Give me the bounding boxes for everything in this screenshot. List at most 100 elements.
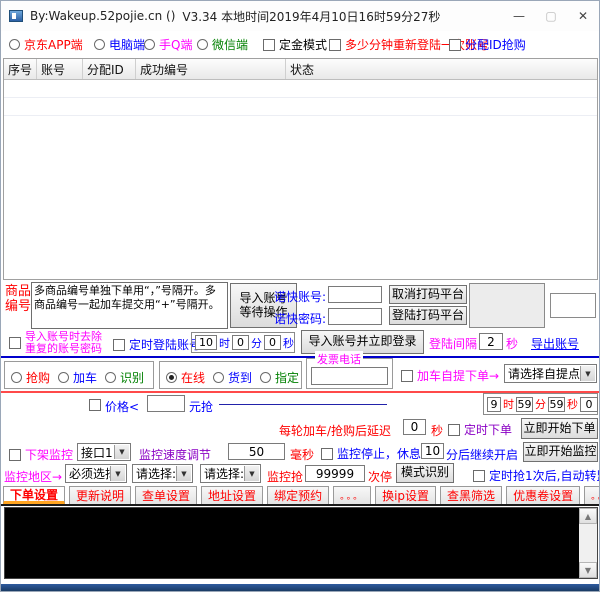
invoice-phone-input[interactable] (311, 367, 388, 385)
radio-cart[interactable]: 加车 (58, 369, 97, 386)
tab-order-settings[interactable]: 下单设置 (3, 486, 66, 504)
start-order-button[interactable]: 立即开始下单 (521, 418, 598, 439)
red-divider (1, 391, 599, 393)
region-select-3[interactable]: 请选择: ▼ (200, 464, 261, 483)
radio-mobile-qq[interactable]: 手Q端 (144, 36, 192, 53)
login-interval-label: 登陆间隔 (429, 337, 478, 351)
radio-wechat[interactable]: 微信端 (197, 36, 248, 53)
captcha-password-field[interactable] (328, 308, 382, 325)
monitor-count-label: 监控抢 (267, 470, 304, 484)
monitor-count-field (305, 465, 365, 482)
cancel-captcha-button[interactable]: 取消打码平台 (389, 285, 467, 304)
tab-change-ip[interactable]: 换ip设置 (375, 486, 437, 504)
mode-recognize-button[interactable]: 模式识别 (396, 463, 454, 483)
checkbox-auto-to-monitor[interactable]: 定时抢1次后,自动转监控 (473, 467, 599, 484)
captcha-account-field[interactable] (328, 286, 382, 303)
checkbox-offshelf-monitor[interactable]: 下架监控 (9, 446, 73, 463)
login-second-input[interactable] (264, 335, 281, 350)
captcha-image-box (469, 283, 545, 328)
radio-circle[interactable] (9, 39, 20, 50)
radio-online[interactable]: 在线 (166, 369, 205, 386)
chevron-down-icon[interactable]: ▼ (114, 445, 129, 459)
checkbox-cart-pickup[interactable]: 加车自提下单→ (401, 367, 499, 384)
tab-address-settings[interactable]: 地址设置 (201, 486, 264, 504)
blue-divider (1, 356, 599, 358)
monitor-count-input[interactable] (305, 465, 365, 482)
snap-hour-input[interactable] (487, 396, 501, 412)
window-title: By:Wakeup.52pojie.cn () (30, 9, 176, 23)
scroll-up-icon[interactable]: ▲ (579, 508, 597, 524)
region-select-2[interactable]: 请选择: ▼ (132, 464, 193, 483)
tab-dots-1[interactable]: 。。。 (333, 486, 372, 504)
radio-circle[interactable] (144, 39, 155, 50)
pause-minutes-field (421, 443, 444, 459)
column-header-assign-id[interactable]: 分配ID (83, 59, 136, 79)
checkbox-assign-id[interactable]: 分配ID抢购 (449, 36, 526, 53)
tab-blacklist-filter[interactable]: 查黑筛选 (440, 486, 503, 504)
column-header-status[interactable]: 状态 (290, 62, 315, 77)
radio-circle[interactable] (197, 39, 208, 50)
login-hour-input[interactable] (195, 335, 217, 350)
checkbox-box[interactable] (263, 38, 275, 51)
pickup-point-select[interactable]: 请选择自提点 ▼ (504, 364, 597, 383)
radio-appoint[interactable]: 指定 (260, 369, 299, 386)
tab-coupon-settings[interactable]: 优惠卷设置 (506, 486, 581, 504)
checkbox-price-limit[interactable] (89, 399, 101, 414)
checkbox-dedup[interactable] (9, 337, 21, 352)
import-wait-button[interactable]: 导入账号 等待操作 (230, 283, 297, 328)
log-scrollbar[interactable]: ▲ ▼ (579, 508, 597, 578)
chevron-down-icon[interactable]: ▼ (244, 466, 259, 481)
table-row[interactable] (4, 98, 597, 116)
chevron-down-icon[interactable]: ▼ (110, 466, 125, 481)
price-underline (219, 404, 387, 405)
radio-pc[interactable]: 电脑端 (94, 36, 145, 53)
export-accounts-button[interactable]: 导出账号 (531, 337, 580, 351)
snap-minute-input[interactable] (516, 396, 533, 412)
column-header-account[interactable]: 账号 (37, 59, 83, 79)
checkbox-timed-order[interactable]: 定时下单 (448, 421, 512, 438)
app-icon (9, 10, 23, 22)
checkbox-deposit-mode[interactable]: 定金模式 (263, 36, 327, 53)
monitor-speed-input[interactable] (228, 443, 285, 460)
column-header-success-no[interactable]: 成功编号 (136, 59, 286, 79)
checkbox-monitor-pause[interactable]: 监控停止，休息 (321, 445, 421, 462)
captcha-account-input[interactable] (328, 286, 382, 303)
login-captcha-button[interactable]: 登陆打码平台 (389, 306, 467, 325)
captcha-password-label: 诺快密码: (274, 312, 327, 326)
checkbox-timed-login[interactable]: 定时登陆账号→ (113, 336, 211, 353)
radio-cod[interactable]: 货到 (213, 369, 252, 386)
table-row[interactable] (4, 80, 597, 98)
chevron-down-icon[interactable]: ▼ (580, 366, 595, 381)
scroll-down-icon[interactable]: ▼ (579, 562, 597, 578)
maximize-button[interactable]: ▢ (545, 9, 557, 23)
radio-jd-app[interactable]: 京东APP端 (9, 36, 83, 53)
captcha-answer-box[interactable] (550, 293, 596, 318)
tab-update-notes[interactable]: 更新说明 (69, 486, 132, 504)
checkbox-box[interactable] (449, 38, 461, 51)
price-limit-unit: 元抢 (189, 400, 214, 414)
tab-check-order[interactable]: 查单设置 (135, 486, 198, 504)
tab-bind-reserve[interactable]: 绑定预约 (267, 486, 330, 504)
region-select-1[interactable]: 必须选择 ▼ (65, 464, 127, 483)
close-button[interactable]: ✕ (577, 9, 589, 23)
column-header-index[interactable]: 序号 (4, 59, 37, 79)
radio-snap[interactable]: 抢购 (11, 369, 50, 386)
chevron-down-icon[interactable]: ▼ (176, 466, 191, 481)
pause-minutes-input[interactable] (421, 443, 444, 459)
radio-recognize[interactable]: 识别 (105, 369, 144, 386)
snap-ms-input[interactable] (580, 396, 598, 412)
radio-circle[interactable] (94, 39, 105, 50)
minimize-button[interactable]: — (513, 9, 525, 23)
checkbox-box[interactable] (329, 38, 341, 51)
tab-dots-2[interactable]: 。。。。 (584, 486, 599, 504)
captcha-password-input[interactable] (328, 308, 382, 325)
login-interval-input[interactable] (479, 333, 503, 350)
product-code-input[interactable]: 多商品编号单独下单用“，”号隔开。多商品编号一起加车提交用“+”号隔开。 (31, 282, 228, 329)
snap-second-input[interactable] (548, 396, 565, 412)
start-monitor-button[interactable]: 立即开始监控 (523, 442, 598, 462)
import-login-now-button[interactable]: 导入账号并立即登录 (301, 330, 424, 354)
price-limit-input[interactable] (147, 395, 185, 412)
login-minute-input[interactable] (232, 335, 249, 350)
round-delay-input[interactable] (403, 419, 426, 435)
api-select[interactable]: 接口1 ▼ (77, 443, 131, 461)
